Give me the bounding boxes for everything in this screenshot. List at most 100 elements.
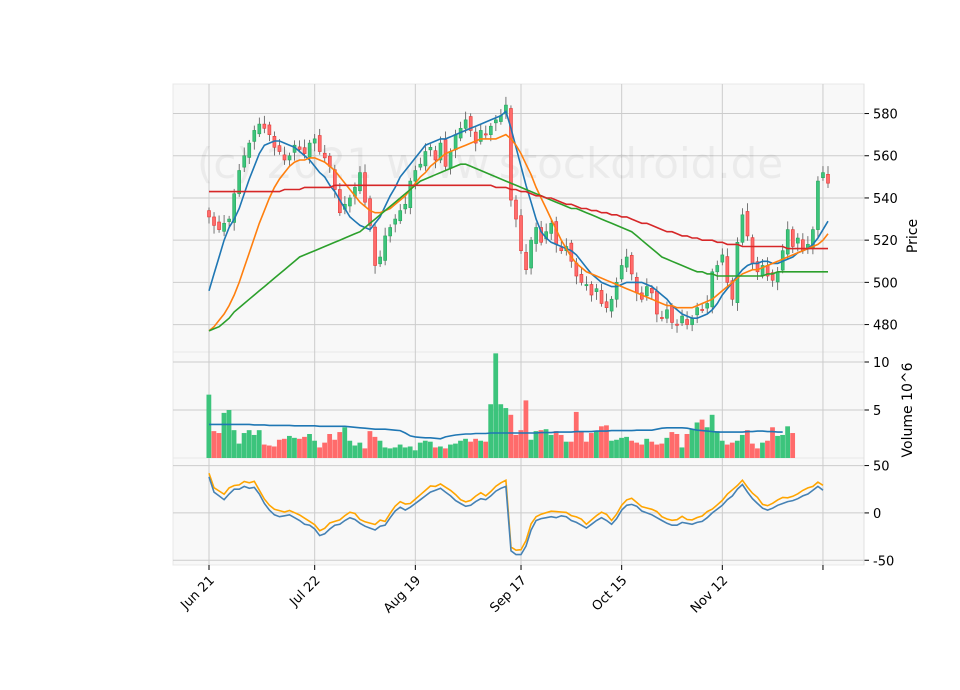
osc-tick-label: 50 [873, 460, 890, 475]
candle-body [519, 215, 523, 252]
volume-bar [443, 448, 448, 458]
candle-body [665, 309, 669, 319]
candle-body [418, 163, 423, 168]
volume-bar [619, 437, 624, 458]
candle-body [363, 172, 367, 203]
volume-bar [563, 441, 569, 458]
volume-bar [357, 442, 363, 458]
candle-body [589, 284, 594, 296]
volume-bar [478, 440, 484, 458]
volume-bar [221, 412, 227, 458]
candle-body [478, 130, 483, 142]
volume-bar [790, 433, 796, 458]
candle-body [514, 199, 518, 220]
volume-bar [392, 447, 398, 458]
volume-bar [558, 434, 564, 458]
price-panel [172, 83, 865, 353]
candle-body [378, 256, 382, 265]
volume-bar [271, 446, 277, 458]
candle-body [348, 197, 352, 207]
candle-body [423, 151, 428, 167]
volume-bar [684, 434, 690, 458]
candle-body [383, 235, 387, 261]
candle-body [277, 145, 282, 152]
candle-body [473, 131, 478, 144]
oscillator-line-a [208, 476, 824, 556]
ma-line-2 [208, 133, 829, 332]
volume-bar [583, 441, 589, 458]
volume-bars [206, 353, 796, 458]
volume-bar [654, 444, 660, 458]
ma-line-1 [208, 109, 829, 320]
candle-body [811, 229, 815, 249]
candle-body [453, 134, 458, 151]
oscillator-lines [208, 472, 824, 556]
volume-bar [614, 439, 619, 458]
volume-bar [699, 419, 705, 458]
candle-body [408, 180, 413, 208]
candle-body [599, 290, 604, 304]
candle-body [312, 138, 317, 144]
volume-bar [679, 447, 685, 458]
volume-bar [689, 429, 695, 458]
volume-bar [719, 440, 725, 458]
candle-body [619, 265, 624, 280]
volume-bar [231, 430, 237, 458]
volume-bar [674, 434, 680, 458]
volume-bar [322, 442, 328, 458]
volume-ma-polyline [209, 423, 783, 440]
volume-bar [292, 437, 297, 458]
candle-body [398, 210, 403, 222]
volume-bar [599, 426, 604, 458]
candle-body [463, 119, 468, 129]
volume-bar [206, 394, 212, 458]
candlesticks [207, 96, 830, 333]
volume-bar [307, 434, 312, 458]
volume-bar [437, 446, 443, 458]
candle-body [524, 252, 528, 271]
volume-bar [402, 447, 408, 458]
candle-body [821, 172, 825, 178]
volume-bar [493, 353, 499, 458]
candle-body [584, 284, 589, 287]
candle-body [634, 276, 639, 294]
volume-bar [226, 410, 232, 458]
candle-body [307, 142, 312, 158]
volume-bar [397, 444, 403, 458]
candle-body [388, 227, 392, 237]
volume-bar [709, 414, 715, 458]
volume-bar [744, 430, 750, 458]
price-tick-label: 560 [873, 150, 898, 165]
price-tick-label: 520 [873, 234, 898, 249]
volume-bar [523, 400, 529, 458]
candle-body [252, 130, 257, 142]
candle-body [594, 288, 599, 292]
candle-body [690, 317, 694, 325]
candle-body [358, 172, 362, 192]
volume-bar [694, 422, 700, 458]
volume-bar [468, 441, 473, 458]
candle-body [680, 315, 684, 324]
volume-bar [724, 444, 730, 458]
candle-body [373, 226, 377, 266]
volume-bar [261, 444, 267, 458]
x-tick-label: Oct 15 [589, 573, 630, 614]
candle-body [715, 265, 720, 273]
volume-bar [332, 439, 338, 458]
candle-body [448, 151, 453, 169]
candle-body [645, 286, 649, 297]
candle-body [740, 214, 745, 243]
volume-bar [377, 440, 383, 458]
volume-bar [488, 404, 494, 458]
candle-body [624, 256, 629, 268]
volume-bar [538, 430, 544, 458]
candle-body [468, 116, 473, 131]
volume-bar [352, 445, 358, 458]
candle-body [287, 155, 292, 161]
osc-tick-label: -50 [873, 554, 894, 569]
candle-body [579, 274, 584, 283]
candle-body [725, 256, 730, 283]
volume-bar [342, 427, 348, 458]
volume-bar [604, 425, 609, 458]
